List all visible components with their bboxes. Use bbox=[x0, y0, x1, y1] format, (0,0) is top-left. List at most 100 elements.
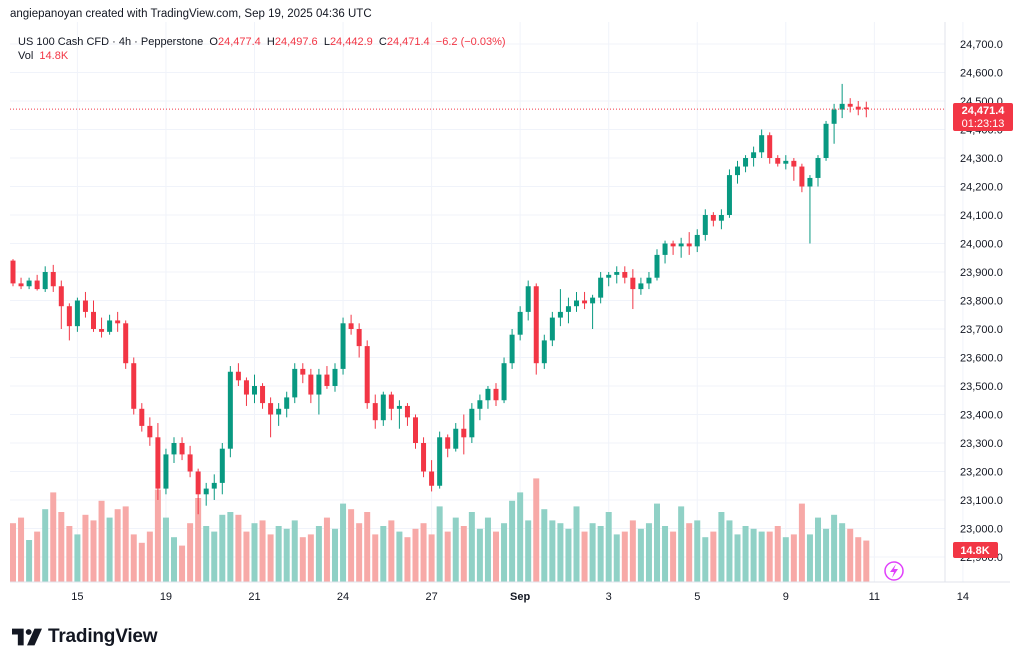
candle bbox=[759, 129, 765, 158]
candle bbox=[211, 474, 217, 500]
candle bbox=[461, 414, 467, 455]
candle-body bbox=[82, 300, 88, 312]
candle bbox=[751, 146, 757, 167]
candle bbox=[243, 377, 249, 406]
candle bbox=[364, 340, 370, 409]
volume-bar bbox=[50, 492, 57, 582]
candle bbox=[340, 317, 346, 375]
candle bbox=[115, 311, 121, 332]
volume-bar bbox=[621, 531, 628, 582]
volume-bar bbox=[243, 531, 250, 582]
candle bbox=[783, 155, 789, 170]
volume-bar bbox=[227, 512, 234, 582]
candle-body bbox=[735, 166, 740, 176]
candle-body bbox=[10, 260, 16, 284]
candle bbox=[493, 383, 499, 406]
price-tick-label: 24,300.0 bbox=[960, 153, 1003, 165]
tradingview-logo[interactable]: TradingView bbox=[12, 626, 158, 648]
candle-body bbox=[863, 107, 869, 110]
candle bbox=[638, 277, 644, 295]
volume-bar bbox=[694, 520, 701, 582]
high-value: 24,497.6 bbox=[274, 36, 318, 48]
volume-bar bbox=[565, 528, 572, 582]
candle-body bbox=[718, 215, 724, 221]
candle bbox=[799, 163, 805, 193]
volume-tag: 14.8K bbox=[953, 542, 998, 558]
candle bbox=[686, 232, 692, 255]
time-axis[interactable]: 1519212427Sep35911141719 bbox=[71, 591, 1024, 603]
lightning-icon[interactable] bbox=[884, 561, 904, 581]
candle bbox=[557, 289, 563, 327]
candle-body bbox=[300, 368, 306, 375]
volume-bar bbox=[340, 503, 347, 582]
candle-body bbox=[380, 394, 386, 421]
candle-body bbox=[58, 286, 64, 307]
candle bbox=[501, 357, 507, 404]
price-tick-label: 23,600.0 bbox=[960, 353, 1003, 365]
tradingview-logo-text: TradingView bbox=[48, 626, 158, 647]
candle bbox=[107, 314, 113, 335]
volume-bar bbox=[718, 512, 725, 582]
volume-bar bbox=[420, 523, 427, 582]
price-tick-label: 23,800.0 bbox=[960, 296, 1003, 308]
volume-bar bbox=[533, 478, 540, 582]
candle bbox=[469, 403, 475, 443]
candle-body bbox=[324, 374, 330, 386]
volume-bar bbox=[549, 520, 556, 582]
volume-bar bbox=[98, 500, 105, 582]
candle-body bbox=[557, 311, 563, 318]
candle-body bbox=[171, 443, 177, 455]
candle bbox=[332, 363, 338, 392]
candle-body bbox=[292, 368, 298, 398]
candle bbox=[839, 83, 845, 119]
volume-bar bbox=[484, 517, 491, 582]
candle-body bbox=[509, 334, 515, 364]
volume-bar bbox=[629, 520, 636, 582]
open-label: O bbox=[209, 36, 218, 48]
candle-body bbox=[243, 380, 249, 395]
volume-bar bbox=[106, 517, 113, 582]
candlesticks bbox=[10, 83, 869, 515]
volume-bar bbox=[525, 520, 532, 582]
candle-body bbox=[614, 272, 620, 275]
price-tick-label: 24,600.0 bbox=[960, 68, 1003, 80]
candle bbox=[445, 434, 451, 458]
candle bbox=[308, 368, 314, 404]
symbol-title[interactable]: US 100 Cash CFD · 4h · Pepperstone bbox=[18, 36, 204, 48]
candle bbox=[807, 175, 813, 244]
candle bbox=[34, 274, 40, 291]
volume-bar bbox=[283, 528, 290, 582]
volume-bar bbox=[637, 528, 644, 582]
volume-label[interactable]: Vol bbox=[18, 50, 34, 62]
candle-body bbox=[308, 374, 314, 395]
low-label: L bbox=[323, 36, 330, 48]
candle bbox=[453, 423, 459, 452]
volume-bar bbox=[702, 537, 709, 582]
candle-body bbox=[413, 417, 418, 443]
price-tag-value: 24,471.4 bbox=[962, 105, 1006, 117]
volume-legend: Vol 14.8K bbox=[18, 50, 68, 62]
volume-bar bbox=[613, 534, 620, 582]
volume-bar bbox=[815, 517, 821, 582]
candle bbox=[316, 368, 322, 415]
volume-bar bbox=[356, 523, 363, 582]
candle bbox=[187, 445, 193, 478]
candle-body bbox=[574, 300, 579, 307]
candle bbox=[847, 98, 853, 113]
volume-bar bbox=[195, 498, 202, 582]
volume-bar bbox=[323, 517, 330, 582]
volume-bar bbox=[372, 534, 379, 582]
time-tick-label: 5 bbox=[694, 591, 700, 603]
volume-bar bbox=[58, 512, 65, 582]
candle-body bbox=[702, 215, 708, 235]
candle bbox=[831, 103, 837, 144]
candle-body bbox=[340, 323, 346, 369]
low-value: 24,442.9 bbox=[329, 36, 373, 48]
volume-bar bbox=[259, 520, 266, 582]
volume-bar bbox=[291, 520, 298, 582]
candle bbox=[91, 300, 96, 332]
candle bbox=[388, 391, 394, 421]
candle-body bbox=[396, 405, 402, 409]
candle bbox=[646, 272, 652, 290]
